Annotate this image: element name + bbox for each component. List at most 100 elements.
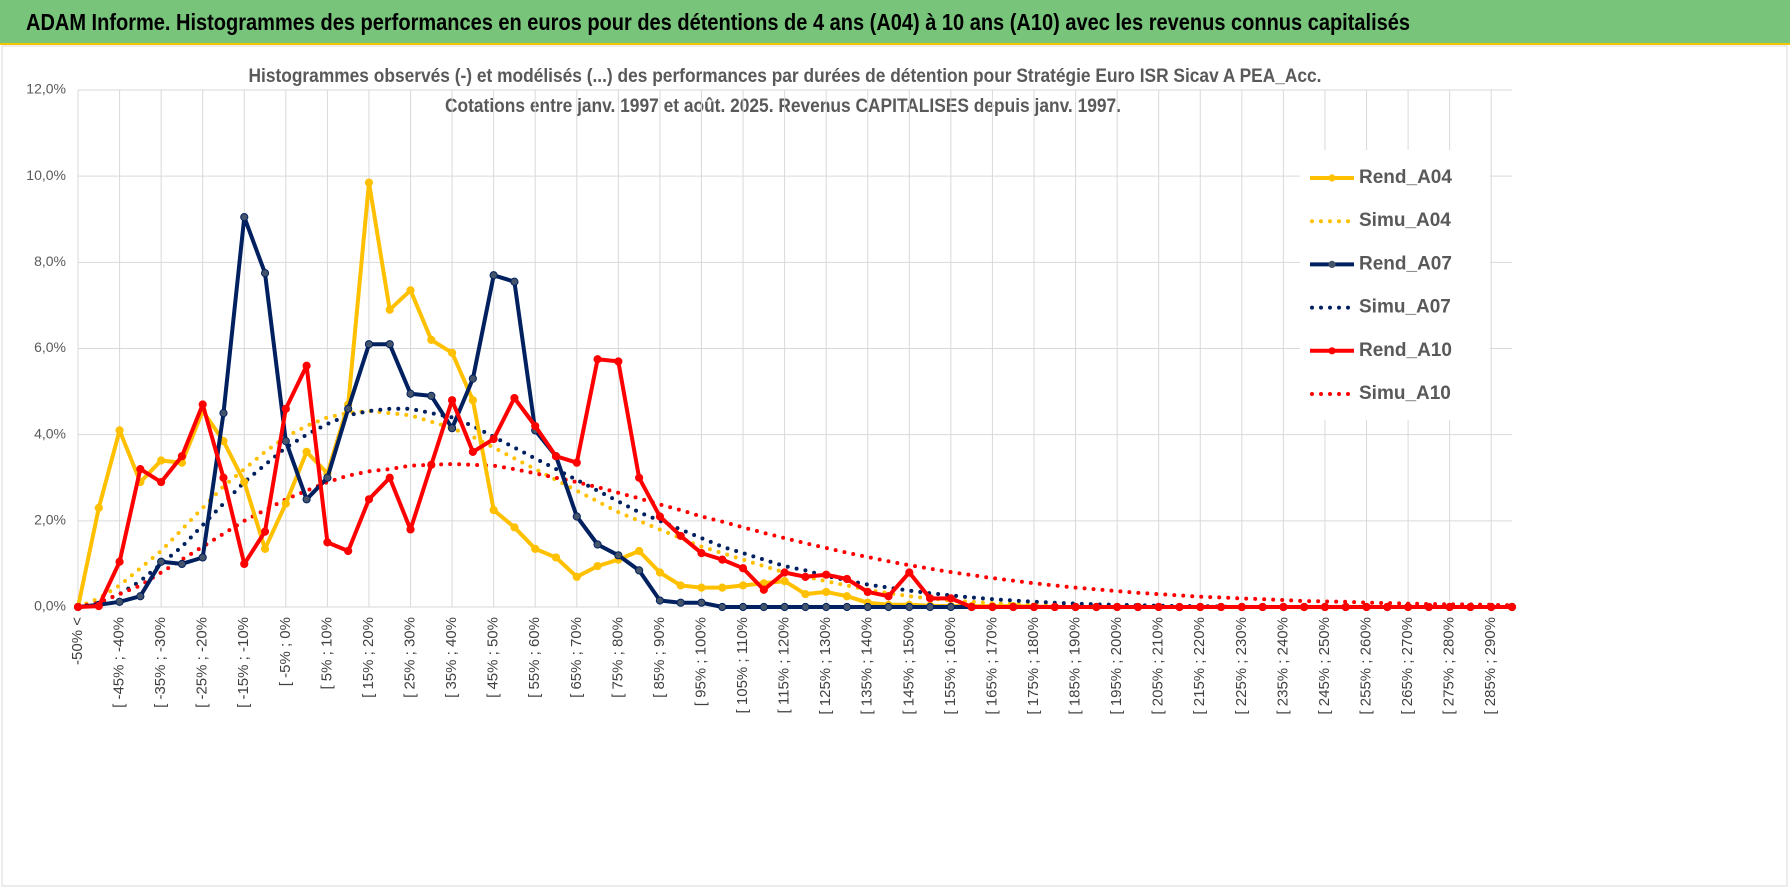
marker (551, 452, 561, 461)
marker (822, 602, 831, 612)
marker (115, 426, 124, 435)
marker (447, 396, 457, 405)
marker (468, 447, 477, 456)
y-tick-label: 2,0% (34, 512, 66, 528)
marker (822, 570, 831, 579)
x-tick-label: [ -35% ; -30% (152, 617, 169, 708)
x-tick-label: [ 85% ; 90% (651, 617, 668, 698)
marker (572, 512, 581, 521)
marker (925, 602, 935, 612)
marker (260, 527, 270, 536)
marker (427, 391, 436, 400)
legend-label: Simu_A04 (1359, 210, 1451, 231)
chart-subtitle: Cotations entre janv. 1997 et août. 2025… (445, 96, 1121, 117)
marker (240, 559, 249, 569)
marker (323, 538, 332, 547)
marker (842, 602, 852, 612)
marker (801, 589, 810, 599)
x-tick-label: [ 245% ; 250% (1316, 617, 1333, 715)
marker (240, 212, 249, 222)
marker (1092, 602, 1101, 612)
legend-label: Simu_A10 (1359, 383, 1451, 404)
grid: -50% < [ -45% ; -40% [ -35% ; -30% [ -25% ;… (26, 81, 1512, 715)
x-tick-label: [ -45% ; -40% (111, 617, 128, 708)
marker (344, 546, 353, 556)
marker (946, 602, 955, 612)
marker (635, 546, 644, 556)
x-tick-label: [ 145% ; 150% (900, 617, 917, 715)
x-tick-label: [ 165% ; 170% (983, 617, 1000, 715)
plot (73, 178, 1517, 612)
marker (884, 602, 893, 612)
marker (738, 564, 748, 573)
legend-label: Rend_A07 (1359, 253, 1452, 274)
marker (759, 585, 768, 594)
marker (364, 340, 374, 349)
marker (489, 505, 498, 515)
legend-marker (1328, 347, 1336, 355)
marker (1196, 602, 1205, 612)
marker (157, 477, 166, 487)
marker (344, 404, 353, 413)
marker (1258, 602, 1267, 612)
marker (655, 568, 665, 577)
marker (1300, 602, 1309, 612)
marker (1029, 602, 1039, 612)
marker (468, 396, 477, 405)
x-tick-label: [ 185% ; 190% (1067, 617, 1084, 715)
marker (801, 572, 810, 581)
marker (676, 531, 685, 541)
x-tick-label: [ 15% ; 20% (360, 617, 377, 698)
marker (385, 340, 394, 349)
marker (780, 568, 789, 577)
marker (1383, 602, 1392, 612)
x-tick-label: [ 95% ; 100% (692, 617, 709, 706)
observed-line (77, 357, 1512, 609)
x-tick-label: [ 175% ; 180% (1025, 617, 1042, 715)
x-tick-label: [ 215% ; 220% (1191, 617, 1208, 715)
marker (427, 460, 436, 469)
marker (551, 553, 561, 562)
legend-box (1300, 150, 1490, 420)
marker (1279, 602, 1288, 612)
marker (863, 587, 872, 597)
marker (1507, 602, 1517, 612)
chart-border (1, 45, 1788, 887)
marker (655, 596, 665, 605)
marker (281, 437, 290, 446)
x-tick-label: [ 105% ; 110% (734, 617, 751, 713)
marker (136, 465, 145, 474)
x-tick-label: [ 25% ; 30% (401, 617, 418, 698)
marker (946, 594, 955, 603)
y-tick-label: 0,0% (34, 598, 66, 614)
marker (406, 389, 415, 398)
marker (1009, 602, 1018, 612)
x-tick-label: [ 5% ; 10% (318, 617, 335, 690)
marker (697, 598, 706, 607)
marker (1216, 602, 1226, 612)
marker (1487, 602, 1496, 612)
y-tick-label: 6,0% (34, 339, 66, 355)
marker (863, 602, 872, 612)
marker (281, 499, 290, 508)
x-tick-label: [ 225% ; 230% (1233, 617, 1250, 715)
marker (655, 512, 665, 521)
y-tick-label: 4,0% (34, 425, 66, 441)
marker (635, 473, 644, 482)
marker (136, 592, 145, 601)
marker (1320, 602, 1330, 612)
x-tick-label: [ 135% ; 140% (859, 617, 876, 715)
x-tick-label: -50% < (69, 617, 86, 665)
marker (260, 544, 270, 553)
marker (801, 602, 810, 612)
marker (219, 473, 228, 482)
x-tick-label: [ 155% ; 160% (942, 617, 959, 715)
marker (1175, 602, 1184, 612)
marker (115, 597, 124, 606)
marker (593, 355, 602, 364)
marker (157, 557, 166, 566)
x-tick-label: [ 45% ; 50% (485, 617, 502, 698)
marker (718, 602, 727, 612)
legend-marker (1328, 174, 1336, 182)
